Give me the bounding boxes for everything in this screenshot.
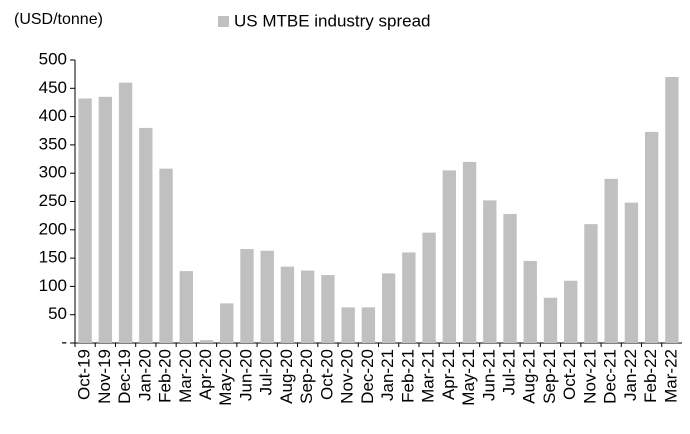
bar (301, 270, 315, 343)
y-tick-label: 250 (39, 191, 67, 210)
y-tick-label: 450 (39, 78, 67, 97)
bar (523, 260, 537, 343)
bar (564, 280, 578, 343)
x-tick-label: Dec-21 (601, 349, 620, 404)
x-tick-label: Nov-19 (95, 349, 114, 404)
bar (442, 170, 456, 343)
bar (220, 303, 234, 343)
x-tick-label: May-20 (216, 349, 235, 406)
y-tick-label: 150 (39, 248, 67, 267)
y-tick-label: 200 (39, 219, 67, 238)
bar (665, 76, 679, 343)
legend-swatch (218, 16, 229, 27)
bar (584, 224, 598, 343)
x-tick-label: Jan-20 (135, 349, 154, 401)
x-tick-label: Mar-21 (419, 349, 438, 403)
x-tick-label: May-21 (459, 349, 478, 406)
bar (624, 202, 639, 343)
x-tick-label: Aug-20 (277, 349, 296, 404)
y-tick-label: - (61, 332, 67, 351)
bar (361, 307, 376, 343)
x-tick-label: Apr-21 (439, 349, 458, 400)
bar (381, 273, 396, 343)
x-tick-label: Jun-21 (479, 349, 498, 401)
bar (644, 131, 659, 343)
x-tick-label: Feb-21 (398, 349, 417, 403)
bar (321, 275, 335, 343)
bar (98, 96, 113, 343)
x-tick-label: Apr-20 (196, 349, 215, 400)
bar (199, 340, 214, 343)
x-tick-label: Sep-20 (297, 349, 316, 404)
x-tick-label: Jan-22 (621, 349, 640, 401)
x-tick-label: Mar-20 (176, 349, 195, 403)
x-tick-label: Jul-21 (500, 349, 519, 395)
x-tick-label: Dec-20 (358, 349, 377, 404)
y-tick-label: 400 (39, 106, 67, 125)
y-tick-label: 100 (39, 276, 67, 295)
bar (402, 252, 416, 343)
x-tick-label: Aug-21 (520, 349, 539, 404)
y-tick-label: 500 (39, 49, 67, 68)
bar (503, 213, 517, 343)
bar (422, 232, 436, 343)
bar (179, 271, 193, 343)
x-tick-label: Feb-20 (156, 349, 175, 403)
bar (604, 178, 618, 343)
bar (280, 266, 295, 343)
bar (139, 127, 153, 343)
y-axis-label: (USD/tonne) (14, 11, 103, 28)
x-tick-label: Feb-22 (641, 349, 660, 403)
x-tick-label: Mar-22 (661, 349, 680, 403)
bar (240, 249, 254, 343)
x-tick-label: Oct-19 (75, 349, 94, 400)
y-tick-label: 350 (39, 134, 67, 153)
x-tick-label: Nov-20 (338, 349, 357, 404)
bar (78, 98, 92, 343)
legend-label: US MTBE industry spread (234, 11, 431, 30)
bar (462, 161, 477, 343)
x-tick-label: Jan-21 (378, 349, 397, 401)
x-tick-label: Oct-20 (317, 349, 336, 400)
bar (341, 307, 355, 343)
bar (260, 250, 274, 343)
x-tick-label: Nov-21 (580, 349, 599, 404)
x-tick-label: Jun-20 (236, 349, 255, 401)
y-tick-label: 50 (48, 304, 67, 323)
y-tick-label: 300 (39, 163, 67, 182)
bar (543, 297, 558, 343)
x-tick-label: Jul-20 (257, 349, 276, 395)
bar (483, 200, 497, 343)
x-tick-label: Dec-19 (115, 349, 134, 404)
x-tick-label: Oct-21 (560, 349, 579, 400)
bar (118, 82, 133, 343)
x-tick-label: Sep-21 (540, 349, 559, 404)
bar (159, 168, 173, 343)
